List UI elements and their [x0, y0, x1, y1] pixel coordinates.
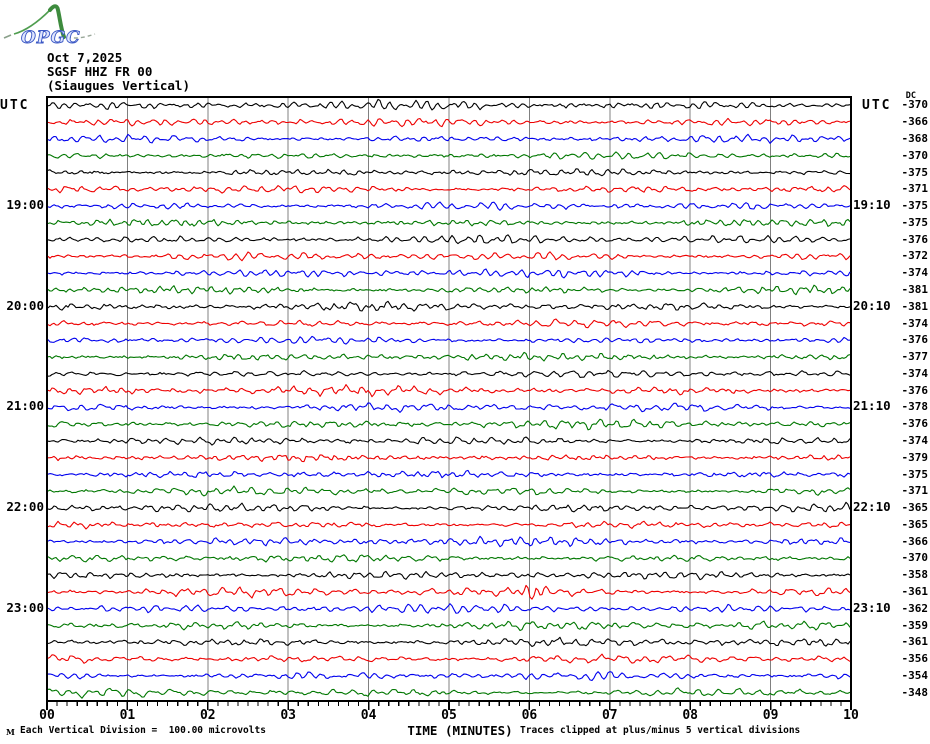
seismo-trace-23:30	[47, 653, 851, 664]
seismo-trace-21:50	[47, 485, 851, 497]
left-axis-title: UTC	[0, 98, 30, 113]
seismo-trace-19:10	[47, 218, 851, 227]
seismo-trace-21:40	[47, 469, 851, 479]
seismo-trace-22:00	[47, 501, 851, 513]
seismo-trace-19:20	[47, 234, 851, 245]
seismo-trace-19:40	[47, 268, 851, 279]
seismo-trace-18:10	[47, 117, 851, 128]
seismo-trace-21:20	[47, 436, 851, 446]
seismo-trace-19:30	[47, 251, 851, 262]
seismo-trace-23:10	[47, 620, 851, 632]
seismo-trace-23:00	[47, 603, 851, 614]
seismo-trace-20:20	[47, 335, 850, 345]
footer-glyph: M	[6, 727, 15, 737]
seismo-trace-21:30	[47, 454, 851, 463]
seismo-trace-22:10	[47, 520, 851, 530]
right-axis-title: UTC	[862, 98, 892, 113]
clip-note: Traces clipped at plus/minus 5 vertical …	[520, 725, 801, 736]
header-station-code: SGSF HHZ FR 00	[47, 64, 153, 79]
seismo-trace-19:00	[47, 201, 851, 211]
seismo-trace-23:40	[47, 671, 851, 682]
seismo-trace-18:50	[47, 185, 851, 194]
logo-peak	[48, 4, 66, 39]
seismo-trace-22:50	[47, 584, 851, 600]
seismo-trace-19:50	[47, 284, 851, 296]
scale-note: Each Vertical Division = 100.00 microvol…	[20, 725, 266, 736]
header-station-name: (Siaugues Vertical)	[47, 78, 190, 93]
logo-dash-right	[66, 33, 96, 39]
header-date: Oct 7,2025	[47, 50, 123, 65]
seismo-trace-20:40	[47, 369, 851, 378]
seismo-trace-20:00	[47, 300, 851, 312]
seismo-trace-18:00	[47, 98, 851, 111]
x-axis-title: TIME (MINUTES)	[407, 723, 513, 738]
seismo-trace-22:30	[47, 554, 851, 563]
opgc-logo-text: OPGC	[21, 28, 81, 48]
logo-rise-curve	[13, 9, 51, 35]
logo-dash-left	[3, 34, 12, 39]
seismo-trace-20:50	[47, 384, 851, 398]
dc-column-header: DC	[905, 91, 916, 101]
seismo-trace-20:10	[47, 318, 851, 329]
seismo-trace-23:20	[47, 636, 851, 648]
seismo-trace-21:10	[47, 418, 851, 431]
seismo-trace-22:40	[47, 570, 851, 581]
seismo-trace-18:30	[48, 151, 851, 160]
seismo-trace-20:30	[47, 351, 851, 362]
seismo-trace-23:50	[47, 687, 851, 699]
seismo-trace-22:20	[47, 535, 851, 548]
seismo-trace-18:20	[47, 133, 851, 144]
opgc-logo: OPGC	[3, 4, 96, 48]
seismo-trace-21:00	[47, 402, 851, 413]
seismo-trace-18:40	[47, 168, 851, 177]
